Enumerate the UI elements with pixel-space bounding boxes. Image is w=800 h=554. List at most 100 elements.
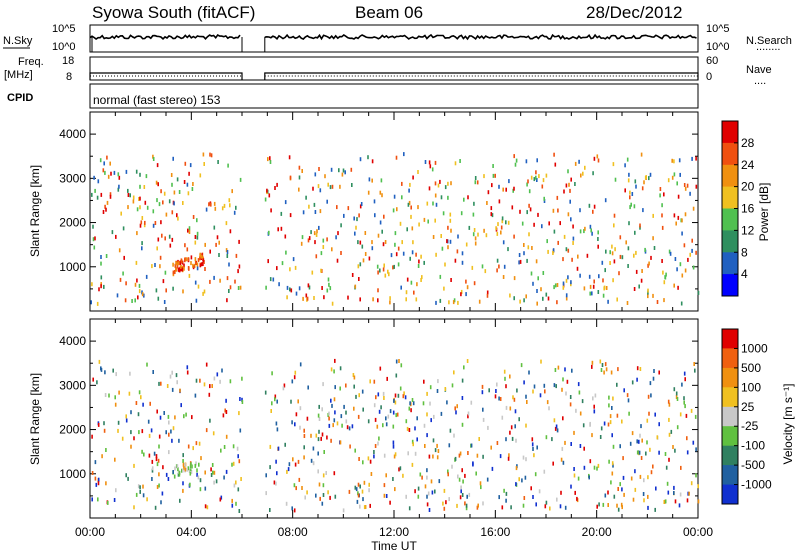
scatter-point [138, 289, 141, 294]
scatter-point [579, 208, 581, 213]
scatter-point [402, 251, 405, 256]
scatter-point [444, 262, 446, 267]
scatter-point [178, 190, 181, 194]
scatter-point [467, 195, 469, 200]
scatter-point [498, 495, 500, 500]
scatter-point [638, 284, 640, 289]
scatter-point [628, 411, 630, 416]
scatter-point [623, 388, 625, 393]
scatter-point [492, 173, 495, 178]
scatter-point [467, 451, 469, 455]
scatter-point [528, 232, 530, 237]
scatter-point [495, 389, 497, 393]
scatter-point [630, 476, 633, 481]
scatter-point [560, 490, 562, 495]
scatter-point [659, 187, 662, 191]
scatter-point [505, 220, 507, 225]
scatter-point [588, 475, 590, 480]
scatter-point [338, 168, 340, 173]
scatter-point [592, 396, 594, 401]
scatter-point [576, 266, 579, 271]
scatter-point [616, 382, 618, 387]
scatter-point [691, 238, 693, 243]
scatter-point [454, 406, 456, 411]
scatter-point [461, 468, 463, 473]
scatter-point [664, 452, 667, 456]
scatter-point [143, 223, 146, 228]
scatter-point [448, 300, 450, 305]
scatter-point [518, 417, 520, 422]
scatter-point [225, 434, 228, 439]
scatter-point [139, 489, 141, 494]
scatter-point [371, 159, 374, 164]
scatter-point [673, 213, 676, 218]
scatter-point [467, 414, 469, 419]
scatter-point [274, 394, 277, 399]
scatter-point [543, 196, 545, 201]
scatter-point [673, 159, 675, 164]
scatter-point [328, 423, 331, 428]
scatter-point [382, 267, 385, 272]
scatter-point [377, 233, 380, 238]
scatter-point [573, 430, 575, 435]
cpid-text: normal (fast stereo) 153 [93, 93, 221, 107]
scatter-point [453, 298, 456, 303]
scatter-point [415, 297, 418, 302]
scatter-point [368, 482, 370, 487]
scatter-point [173, 201, 175, 206]
scatter-point [574, 182, 576, 186]
scatter-point [551, 437, 553, 442]
scatter-point [302, 210, 305, 215]
scatter-point [683, 183, 686, 187]
scatter-point [607, 490, 609, 495]
scatter-point [295, 291, 298, 296]
scatter-point [552, 461, 554, 466]
scatter-point [531, 442, 534, 447]
scatter-point [310, 458, 313, 463]
scatter-point [284, 200, 287, 205]
scatter-point [490, 206, 493, 211]
scatter-point [484, 269, 487, 274]
scatter-point [511, 436, 514, 441]
scatter-point [197, 284, 200, 289]
scatter-point [565, 278, 568, 283]
scatter-point [220, 495, 223, 500]
scatter-point [423, 260, 425, 265]
scatter-point [466, 285, 469, 290]
scatter-point [679, 492, 682, 497]
scatter-point [128, 391, 131, 396]
scatter-point [487, 190, 490, 195]
scatter-point [359, 484, 361, 489]
scatter-point [686, 450, 689, 455]
scatter-point [301, 235, 304, 240]
scatter-point [648, 176, 650, 181]
scatter-point [173, 190, 176, 195]
scatter-point [354, 448, 356, 453]
scatter-point [157, 182, 159, 187]
scatter-point [521, 478, 523, 483]
power-ylabel: Slant Range [km] [28, 165, 42, 257]
scatter-point [580, 173, 582, 178]
scatter-point [334, 410, 336, 415]
scatter-point [601, 260, 604, 265]
scatter-point [184, 161, 187, 166]
scatter-point [449, 428, 452, 433]
scatter-point [589, 224, 592, 229]
scatter-point [379, 220, 382, 225]
scatter-point [676, 425, 679, 430]
scatter-point [398, 359, 400, 363]
scatter-point [562, 416, 564, 421]
scatter-point [357, 414, 360, 419]
scatter-point [158, 483, 160, 488]
scatter-point [633, 253, 635, 258]
scatter-point [519, 209, 521, 214]
scatter-point [182, 289, 184, 294]
scatter-point [481, 384, 484, 389]
scatter-point [440, 195, 443, 200]
scatter-point [276, 266, 278, 271]
scatter-point [174, 270, 176, 274]
scatter-point [176, 380, 178, 385]
scatter-point [375, 395, 377, 400]
scatter-point [103, 428, 106, 433]
